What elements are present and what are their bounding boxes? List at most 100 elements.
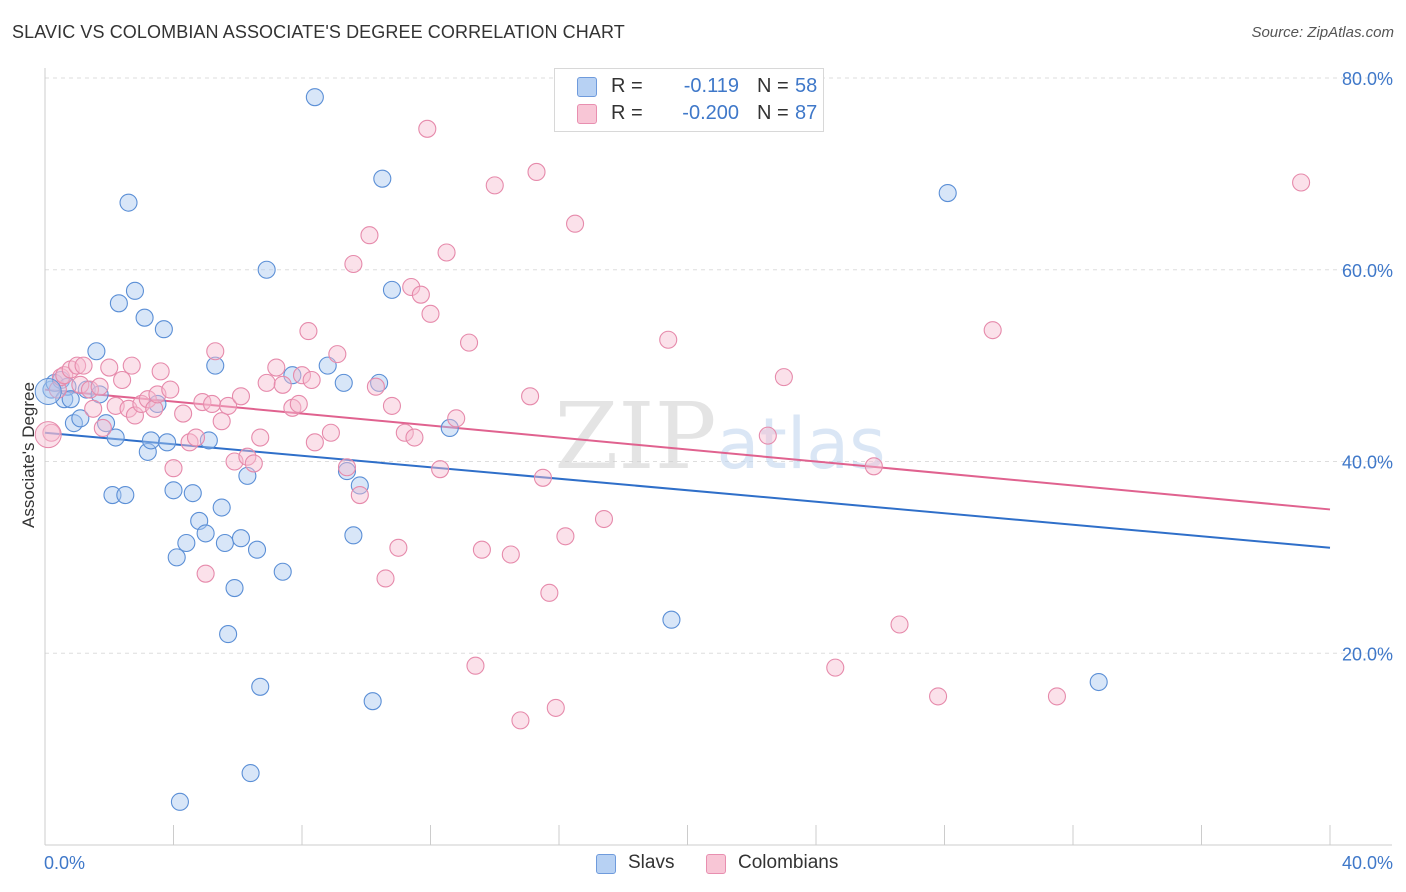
bottom-slavs-swatch: [596, 854, 616, 874]
colombians-point: [485, 176, 504, 195]
colombians-r-value: -0.200: [682, 102, 739, 124]
slavs-point: [206, 356, 225, 375]
slavs-point: [170, 792, 189, 811]
y-tick-label: 60.0%: [1342, 261, 1393, 281]
colombians-point: [774, 368, 793, 387]
colombians-point: [145, 399, 164, 418]
colombians-point: [421, 304, 440, 323]
colombians-point: [84, 399, 103, 418]
slavs-point: [337, 462, 357, 481]
colombians-point: [1292, 173, 1311, 192]
colombians-point: [556, 527, 575, 546]
slavs-point: [96, 414, 116, 433]
slavs-point: [34, 378, 62, 406]
slavs-point: [87, 342, 106, 361]
slavs-point: [135, 308, 154, 327]
colombians-point: [890, 615, 909, 634]
colombians-n-value: 87: [795, 102, 818, 124]
slavs-point: [154, 320, 173, 339]
slavs-point: [225, 579, 244, 598]
colombians-point: [566, 214, 585, 233]
slavs-point: [344, 526, 363, 545]
slavs-point: [106, 428, 125, 447]
slavs-point: [350, 476, 369, 495]
slavs-point: [138, 442, 157, 461]
colombians-point: [299, 322, 318, 341]
colombians-point: [292, 366, 312, 385]
colombians-point: [161, 380, 180, 399]
colombians-point: [212, 412, 231, 431]
colombians-point: [122, 356, 141, 375]
colombians-point: [929, 687, 948, 706]
colombians-point: [437, 243, 456, 262]
slavs-point: [1089, 672, 1108, 692]
colombians-point: [206, 342, 225, 361]
watermark-zip: ZIP: [554, 383, 716, 490]
colombians-point: [100, 358, 119, 377]
colombians-point: [74, 356, 93, 375]
bottom-colombians-swatch: [706, 854, 726, 874]
slavs-point: [241, 764, 260, 783]
slavs-point: [183, 484, 202, 503]
colombians-point: [344, 254, 363, 274]
colombians-r-label: R =: [611, 102, 643, 124]
colombians-point: [203, 394, 222, 414]
colombians-point: [521, 387, 540, 406]
slavs-point: [167, 548, 186, 567]
colombians-point: [267, 358, 286, 377]
colombians-point: [186, 428, 206, 447]
slavs-point: [125, 281, 144, 300]
y-tick-label: 20.0%: [1342, 644, 1393, 664]
slavs-point: [61, 390, 80, 409]
colombians-swatch: [577, 104, 597, 124]
slavs-point: [212, 498, 231, 517]
slavs-n-value: 58: [795, 75, 818, 97]
tick-labels: 20.0% 40.0% 60.0% 80.0% 0.0% 40.0%: [44, 69, 1393, 873]
slavs-trend-line: [44, 431, 1331, 549]
colombians-point: [983, 321, 1002, 340]
axes: [44, 68, 1392, 846]
colombians-point: [321, 423, 340, 442]
colombians-point: [350, 486, 369, 505]
colombians-point: [257, 373, 276, 392]
slavs-n-label: N =: [757, 75, 789, 97]
slavs-point: [141, 431, 161, 450]
colombians-point: [1047, 687, 1066, 706]
slavs-point: [231, 529, 251, 548]
y-tick-label: 80.0%: [1342, 69, 1393, 89]
slavs-point: [158, 433, 177, 452]
slavs-point: [938, 184, 957, 203]
colombians-point: [196, 564, 215, 583]
colombians-point: [219, 396, 238, 415]
colombians-point: [337, 458, 357, 477]
colombians-point: [305, 433, 324, 452]
colombians-point: [251, 428, 270, 447]
colombians-point: [273, 375, 292, 394]
colombians-point: [431, 460, 450, 479]
slavs-point: [103, 486, 122, 505]
slavs-point: [109, 294, 128, 313]
colombians-point: [511, 711, 530, 730]
colombians-point: [472, 540, 491, 559]
y-axis-label: Associate's Degree: [19, 382, 38, 528]
colombians-point: [418, 119, 437, 138]
chart-title: SLAVIC VS COLOMBIAN ASSOCIATE'S DEGREE C…: [12, 22, 625, 42]
colombians-point: [68, 356, 87, 375]
colombians-point: [594, 509, 614, 529]
slavs-point: [177, 533, 196, 553]
colombians-point: [366, 377, 385, 396]
correlation-legend: R = -0.119 N = 58 R = -0.200 N = 87: [554, 68, 824, 132]
colombians-point: [164, 459, 183, 478]
slavs-point: [247, 540, 267, 559]
slavs-point: [305, 88, 324, 107]
watermark: ZIPatlas: [554, 383, 885, 490]
colombians-point: [93, 418, 112, 437]
data-points: [34, 88, 1311, 811]
slavs-point: [334, 373, 353, 392]
colombians-point: [405, 428, 424, 447]
slavs-r-label: R =: [611, 75, 643, 97]
colombians-point: [758, 426, 777, 445]
colombians-point: [174, 404, 193, 423]
colombians-point: [125, 406, 144, 425]
colombians-point: [90, 377, 109, 396]
